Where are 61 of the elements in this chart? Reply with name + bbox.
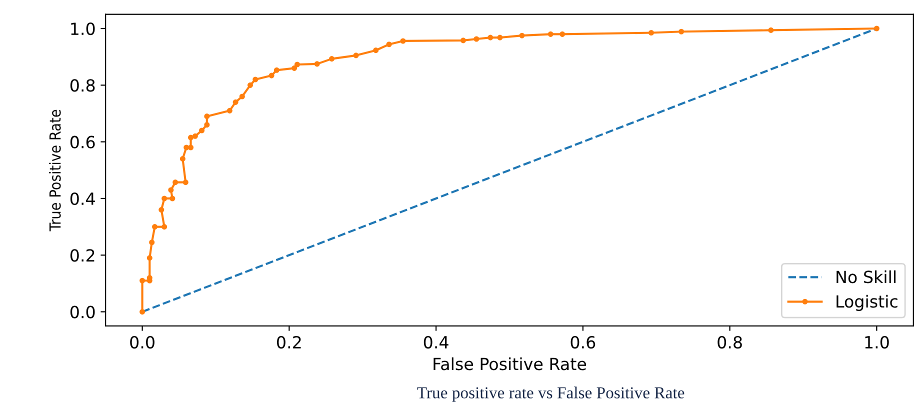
point xyxy=(386,42,392,48)
point xyxy=(314,61,320,67)
point xyxy=(162,224,168,230)
y-tick-label: 0.6 xyxy=(70,136,95,148)
point xyxy=(168,187,174,193)
point xyxy=(204,122,210,128)
point xyxy=(149,240,155,246)
point xyxy=(292,65,298,71)
point xyxy=(162,196,168,202)
point xyxy=(199,128,205,134)
point xyxy=(474,36,480,42)
point xyxy=(146,255,152,261)
x-axis-title: False Positive Rate xyxy=(434,357,586,370)
point xyxy=(172,180,178,186)
point xyxy=(548,31,554,37)
point xyxy=(192,133,198,139)
point xyxy=(497,34,503,40)
point xyxy=(182,180,188,186)
point xyxy=(204,114,210,120)
point xyxy=(874,26,880,32)
legend-label: No Skill xyxy=(836,270,896,284)
point xyxy=(519,32,525,38)
y-axis-title: True Positive Rate xyxy=(49,110,61,232)
point xyxy=(328,56,335,62)
point xyxy=(648,30,654,36)
y-tick-label: 0.4 xyxy=(70,192,95,206)
x-tick-label: 0.0 xyxy=(130,336,154,349)
point xyxy=(170,196,176,202)
point xyxy=(188,134,194,140)
point xyxy=(488,34,494,40)
point xyxy=(239,94,245,100)
point xyxy=(140,278,146,284)
point xyxy=(252,76,258,82)
point xyxy=(373,48,379,54)
point xyxy=(268,72,274,78)
point xyxy=(180,156,186,162)
point xyxy=(232,99,238,105)
point xyxy=(294,62,300,68)
x-tick-label: 0.6 xyxy=(570,336,596,349)
point xyxy=(226,108,232,114)
x-tick-label: 0.4 xyxy=(424,336,448,349)
x-tick-label: 0.8 xyxy=(718,336,742,349)
point xyxy=(247,82,254,88)
y-tick-label: 1.0 xyxy=(71,22,95,36)
point xyxy=(400,38,406,44)
x-tick-label: 1.0 xyxy=(865,336,889,349)
y-tick-label: 0.0 xyxy=(70,306,95,318)
point xyxy=(152,224,158,230)
point xyxy=(140,309,146,315)
text: True positive rate vs False Positive Rate xyxy=(417,386,684,402)
point xyxy=(158,207,164,213)
point xyxy=(460,38,466,44)
point xyxy=(560,31,566,37)
point xyxy=(768,27,774,33)
legend-label: Logistic xyxy=(836,294,898,311)
point xyxy=(353,52,359,58)
y-tick-label: 0.8 xyxy=(70,79,95,92)
point xyxy=(678,28,684,34)
x-tick-label: 0.2 xyxy=(277,336,301,349)
y-tick-label: 0.2 xyxy=(70,249,94,262)
point xyxy=(274,67,280,73)
